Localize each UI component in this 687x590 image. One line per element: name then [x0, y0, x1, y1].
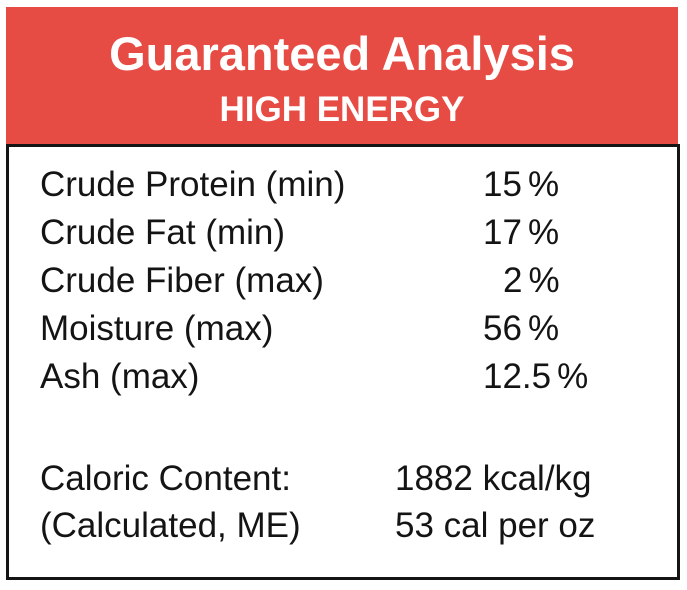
caloric-content-section: Caloric Content: 1882 kcal/kg (Calculate…: [9, 455, 677, 549]
nutrient-label: Crude Fiber (max): [40, 261, 324, 300]
value-number: 56: [483, 309, 522, 348]
caloric-label: Caloric Content:: [40, 459, 291, 498]
nutrient-table: Crude Protein (min) 15% Crude Fat (min) …: [9, 161, 677, 401]
header-banner: Guaranteed Analysis HIGH ENERGY: [6, 7, 678, 144]
nutrient-value: 56%: [483, 305, 559, 353]
table-row-crude-fiber: Crude Fiber (max) 2%: [9, 257, 677, 305]
percent-unit: %: [528, 261, 560, 300]
caloric-label: (Calculated, ME): [40, 506, 301, 545]
nutrient-label: Ash (max): [40, 357, 200, 396]
nutrient-label: Crude Fat (min): [40, 213, 286, 252]
nutrient-value: 15%: [483, 161, 559, 209]
caloric-calculated-row: (Calculated, ME) 53 cal per oz: [9, 502, 677, 549]
table-row-ash: Ash (max) 12.5%: [9, 353, 677, 401]
nutrient-label: Moisture (max): [40, 309, 274, 348]
percent-unit: %: [527, 213, 560, 252]
analysis-panel: Crude Protein (min) 15% Crude Fat (min) …: [6, 144, 680, 580]
table-row-crude-fat: Crude Fat (min) 17%: [9, 209, 677, 257]
header-subtitle: HIGH ENERGY: [219, 90, 465, 129]
table-row-crude-protein: Crude Protein (min) 15%: [9, 161, 677, 209]
nutrient-label: Crude Protein (min): [40, 165, 346, 204]
value-number: 12.5: [483, 357, 552, 396]
nutrient-value: 12.5%: [483, 353, 588, 401]
value-number: 2: [503, 261, 523, 300]
value-number: 17: [483, 213, 522, 252]
caloric-value: 1882 kcal/kg: [395, 459, 592, 498]
percent-unit: %: [557, 357, 589, 396]
percent-unit: %: [527, 165, 560, 204]
page-title: Guaranteed Analysis: [109, 27, 575, 80]
nutrient-value: 2%: [483, 257, 560, 305]
value-number: 15: [483, 165, 522, 204]
nutrient-value: 17%: [483, 209, 559, 257]
percent-unit: %: [527, 309, 560, 348]
table-row-moisture: Moisture (max) 56%: [9, 305, 677, 353]
caloric-value: 53 cal per oz: [395, 506, 596, 545]
caloric-content-row: Caloric Content: 1882 kcal/kg: [9, 455, 677, 502]
